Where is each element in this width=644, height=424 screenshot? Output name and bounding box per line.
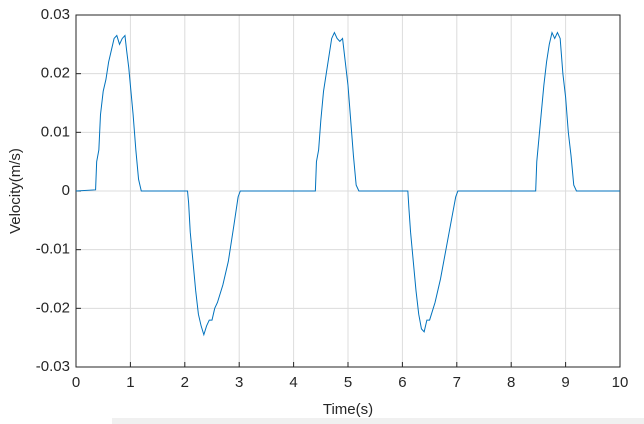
x-tick-label: 5 [344,374,352,391]
x-tick-label: 0 [72,374,80,391]
y-tick-label: 0.01 [41,123,70,140]
y-axis-label: Velocity(m/s) [7,148,24,234]
y-tick-label: -0.03 [36,358,70,375]
x-tick-label: 7 [453,374,461,391]
y-tick-label: -0.02 [36,299,70,316]
x-tick-label: 3 [235,374,243,391]
y-tick-label: 0 [62,182,70,199]
x-tick-label: 4 [289,374,297,391]
x-tick-label: 10 [612,374,629,391]
window-strip [112,418,644,424]
x-axis-label: Time(s) [323,401,373,418]
y-tick-label: 0.02 [41,65,70,82]
x-tick-label: 9 [561,374,569,391]
y-tick-label: -0.01 [36,241,70,258]
x-tick-label: 1 [126,374,134,391]
x-tick-label: 2 [181,374,189,391]
x-tick-label: 8 [507,374,515,391]
data-line [75,31,620,337]
x-tick-label: 6 [398,374,406,391]
y-tick-label: 0.03 [41,6,70,23]
